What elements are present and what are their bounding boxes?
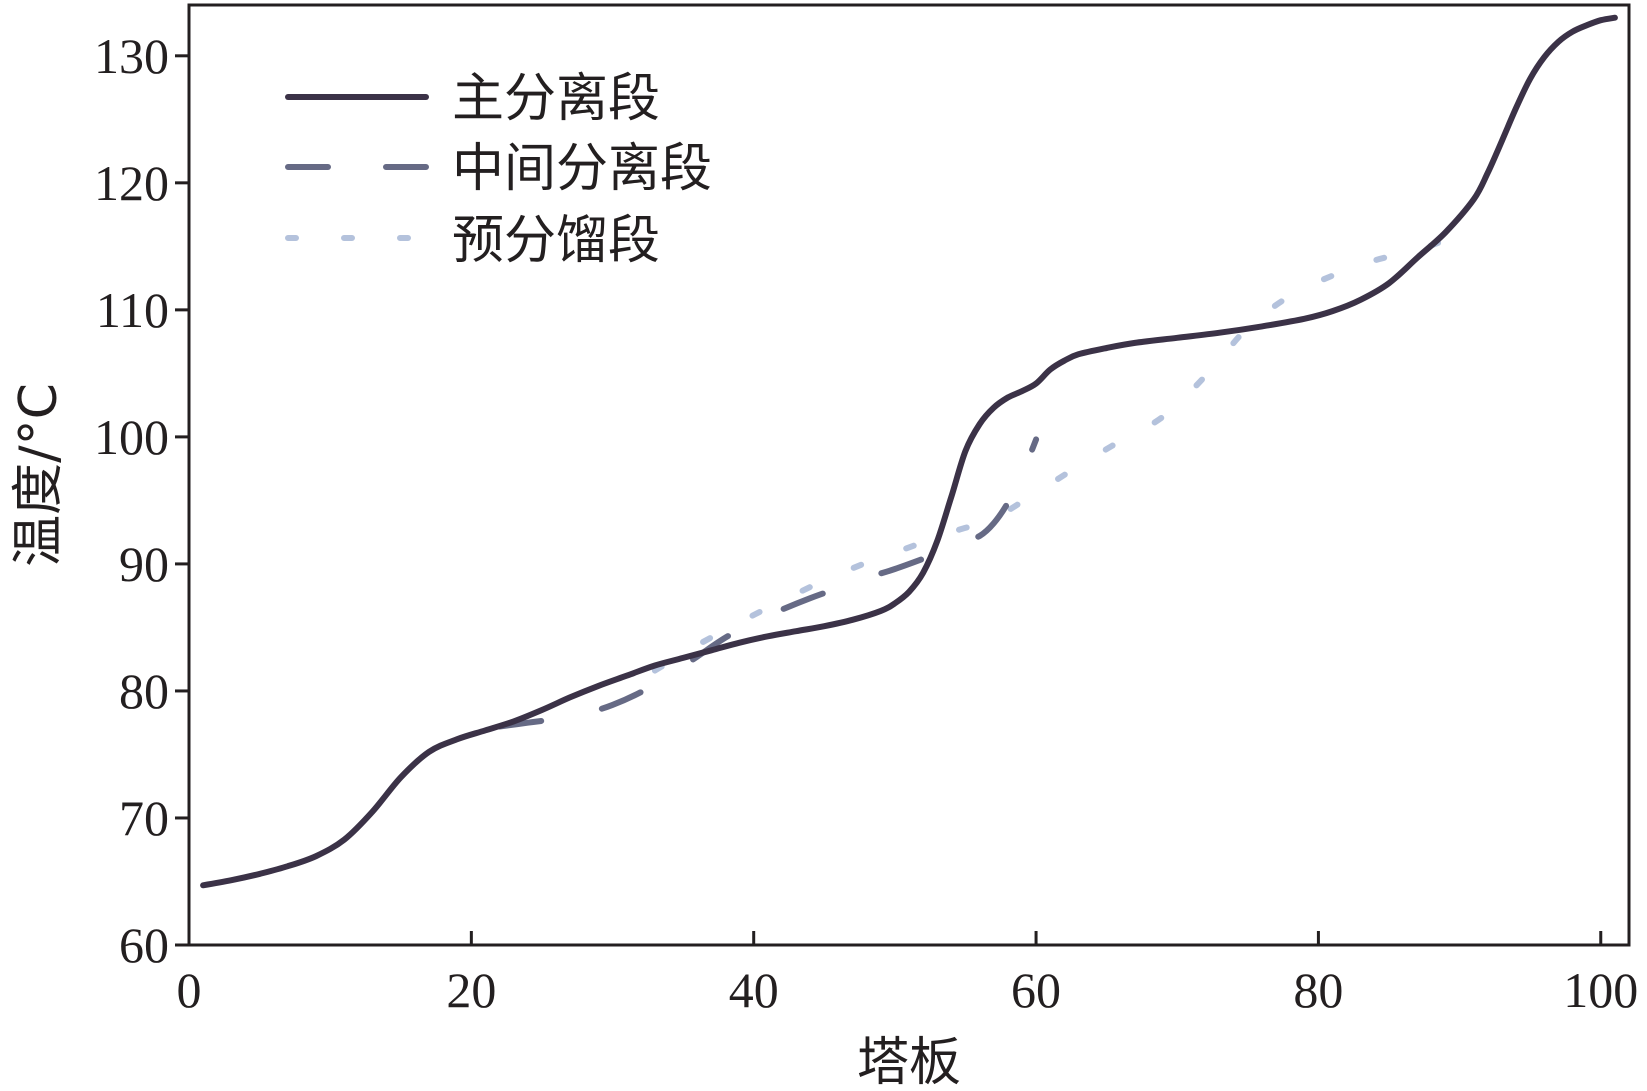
legend-label-middle-section: 中间分离段 [452, 139, 712, 199]
x-tick-label-20: 20 [446, 962, 496, 1018]
x-tick-label-60: 60 [1011, 962, 1061, 1018]
ticks-layer: 0 20 40 60 80 100 60 70 80 90 100 110 120 130 [94, 28, 1638, 1018]
series-line-main-section [200, 14, 1618, 889]
y-tick-label-70: 70 [119, 790, 169, 846]
y-tick-label-120: 120 [94, 155, 169, 211]
y-tick-label-110: 110 [96, 282, 169, 338]
plot-frame [187, 3, 1631, 947]
x-tick-label-40: 40 [729, 962, 779, 1018]
x-tick-label-80: 80 [1293, 962, 1343, 1018]
x-tick-label-0: 0 [177, 962, 202, 1018]
x-tick-label-100: 100 [1563, 962, 1638, 1018]
y-tick-label-130: 130 [94, 28, 169, 84]
series-line-prefractionation-section [651, 237, 1449, 674]
series-line-middle-section [496, 436, 1040, 730]
y-tick-label-80: 80 [119, 663, 169, 719]
y-tick-label-100: 100 [94, 409, 169, 465]
legend: 主分离段 中间分离段 预分馏段 [285, 69, 712, 271]
y-tick-label-90: 90 [119, 536, 169, 592]
legend-label-prefractionation-section: 预分馏段 [452, 211, 660, 271]
y-axis-title: 温度/°C [9, 383, 69, 567]
legend-label-main-section: 主分离段 [452, 69, 660, 129]
x-axis-title: 塔板 [857, 1033, 961, 1091]
y-tick-label-60: 60 [119, 917, 169, 973]
series-layer [200, 14, 1618, 889]
